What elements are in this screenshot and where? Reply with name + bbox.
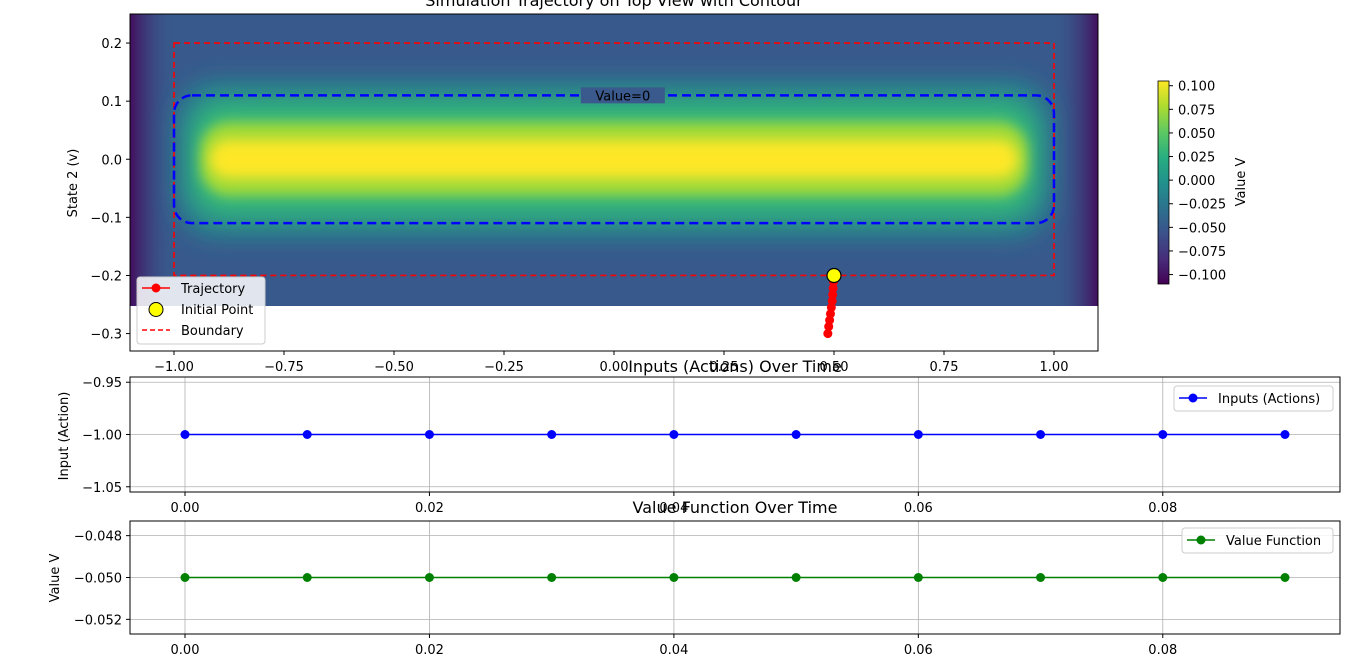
colorbar-tick-label: 0.000 xyxy=(1178,174,1215,189)
value-xtick-label: 0.02 xyxy=(415,643,444,655)
inputs-ytick-label: −1.00 xyxy=(82,429,122,444)
colorbar-tick-label: −0.100 xyxy=(1178,269,1226,284)
trajectory-point xyxy=(828,290,838,300)
value-panel: 0.00 0.02 0.04 0.06 0.08 −0.048 −0.050 −0.052 V… xyxy=(48,498,1341,655)
inputs-data-point xyxy=(424,430,434,439)
inputs-data-point xyxy=(302,430,312,439)
value-data-point xyxy=(180,573,190,582)
legend-initial-point-label: Initial Point xyxy=(181,303,253,318)
value-data-point xyxy=(791,573,801,582)
top-view-xtick-label: 1.00 xyxy=(1040,360,1069,375)
inputs-data-point xyxy=(1158,430,1168,439)
inputs-data-point xyxy=(669,430,679,439)
value-ytick-label: −0.050 xyxy=(74,572,122,587)
top-view-ytick-label: −0.1 xyxy=(90,211,122,226)
colorbar: 0.100 0.075 0.050 0.025 0.000 −0.025 −0.050 −0.… xyxy=(1157,80,1249,285)
top-view-xtick-label: −0.25 xyxy=(484,360,524,375)
inputs-xtick-label: 0.04 xyxy=(659,501,688,516)
top-view-xtick-label: −1.00 xyxy=(154,360,194,375)
colorbar-label: Value V xyxy=(1234,158,1249,207)
initial-point xyxy=(826,267,842,284)
top-view-xtick-label: 0.75 xyxy=(930,360,959,375)
inputs-data-point xyxy=(180,430,190,439)
legend-trajectory-label: Trajectory xyxy=(180,282,245,297)
colorbar-tick-label: −0.075 xyxy=(1178,245,1226,260)
value-xtick-label: 0.06 xyxy=(904,643,933,655)
inputs-ylabel: Input (Action) xyxy=(57,392,72,481)
top-view-xtick-label: 0.25 xyxy=(710,360,739,375)
value-xtick-label: 0.00 xyxy=(171,643,200,655)
top-view-xtick-label: −0.50 xyxy=(374,360,414,375)
inputs-data-point xyxy=(913,430,923,439)
colorbar-tick-label: 0.050 xyxy=(1178,127,1215,142)
top-view-ytick-label: −0.3 xyxy=(90,328,122,343)
top-view-ylabel: State 2 (v) xyxy=(66,149,81,218)
inputs-data-point xyxy=(791,430,801,439)
boundary-rectangle xyxy=(173,42,1055,277)
inputs-legend: Inputs (Actions) xyxy=(1173,385,1334,412)
trajectory-point xyxy=(828,283,838,293)
inputs-ytick-label: −1.05 xyxy=(82,481,122,496)
inputs-data-point xyxy=(1280,430,1290,439)
top-view-title: Simulation Trajectory on Top View with C… xyxy=(425,0,803,10)
colorbar-tick-label: 0.100 xyxy=(1178,80,1215,95)
inputs-xtick-label: 0.02 xyxy=(415,501,444,516)
top-view-ytick-label: 0.2 xyxy=(101,37,122,52)
value-data-point xyxy=(1280,573,1290,582)
inputs-title: Inputs (Actions) Over Time xyxy=(628,357,842,376)
value-legend: Value Function xyxy=(1181,527,1334,554)
inputs-data-point xyxy=(1036,430,1046,439)
top-view-ytick-label: 0.1 xyxy=(101,95,122,110)
inputs-xtick-label: 0.00 xyxy=(171,501,200,516)
value-data-point xyxy=(1158,573,1168,582)
value-data-point xyxy=(424,573,434,582)
value-ytick-label: −0.048 xyxy=(74,530,122,545)
inputs-panel: 0.00 0.02 0.04 0.06 0.08 −0.95 −1.00 −1.05 Inpu… xyxy=(57,357,1341,516)
contour-label: Value=0 xyxy=(595,89,650,104)
inputs-xtick-label: 0.06 xyxy=(904,501,933,516)
top-view-xtick-label: −0.75 xyxy=(264,360,304,375)
contour-label-gap xyxy=(580,87,665,104)
inputs-ytick-label: −0.95 xyxy=(82,376,122,391)
value-heatmap xyxy=(130,14,1098,306)
top-view-ytick-label: −0.2 xyxy=(90,269,122,284)
inputs-data-point xyxy=(547,430,557,439)
value-xtick-label: 0.04 xyxy=(659,643,688,655)
colorbar-tick-label: −0.025 xyxy=(1178,198,1226,213)
top-view-panel: Value=0 −1.00 −0.75 −0.50 −0.25 0.00 0.25 0.50… xyxy=(66,0,1099,375)
colorbar-tick-label: 0.075 xyxy=(1178,103,1215,118)
value-data-point xyxy=(669,573,679,582)
colorbar-gradient xyxy=(1157,80,1170,285)
value-title: Value Function Over Time xyxy=(633,498,838,517)
value-ylabel: Value V xyxy=(48,554,63,603)
top-view-xtick-label: 0.50 xyxy=(820,360,849,375)
value-data-point xyxy=(913,573,923,582)
inputs-xtick-label: 0.08 xyxy=(1148,501,1177,516)
value-legend-label: Value Function xyxy=(1226,534,1321,549)
legend-boundary-label: Boundary xyxy=(181,324,244,339)
trajectory-point xyxy=(823,329,833,339)
value-xtick-label: 0.08 xyxy=(1148,643,1177,655)
legend-initial-point-marker xyxy=(148,302,164,317)
colorbar-tick-label: −0.050 xyxy=(1178,221,1226,236)
top-view-legend: Trajectory Initial Point Boundary xyxy=(136,276,266,345)
value-data-point xyxy=(547,573,557,582)
value-data-point xyxy=(1036,573,1046,582)
top-view-ytick-label: 0.0 xyxy=(101,153,122,168)
value-data-point xyxy=(302,573,312,582)
inputs-legend-label: Inputs (Actions) xyxy=(1218,392,1320,407)
trajectory-point xyxy=(824,322,834,332)
colorbar-tick-label: 0.025 xyxy=(1178,151,1215,166)
value-ytick-label: −0.052 xyxy=(74,613,122,628)
top-view-xtick-label: 0.00 xyxy=(600,360,629,375)
legend-trajectory-marker xyxy=(151,283,161,293)
